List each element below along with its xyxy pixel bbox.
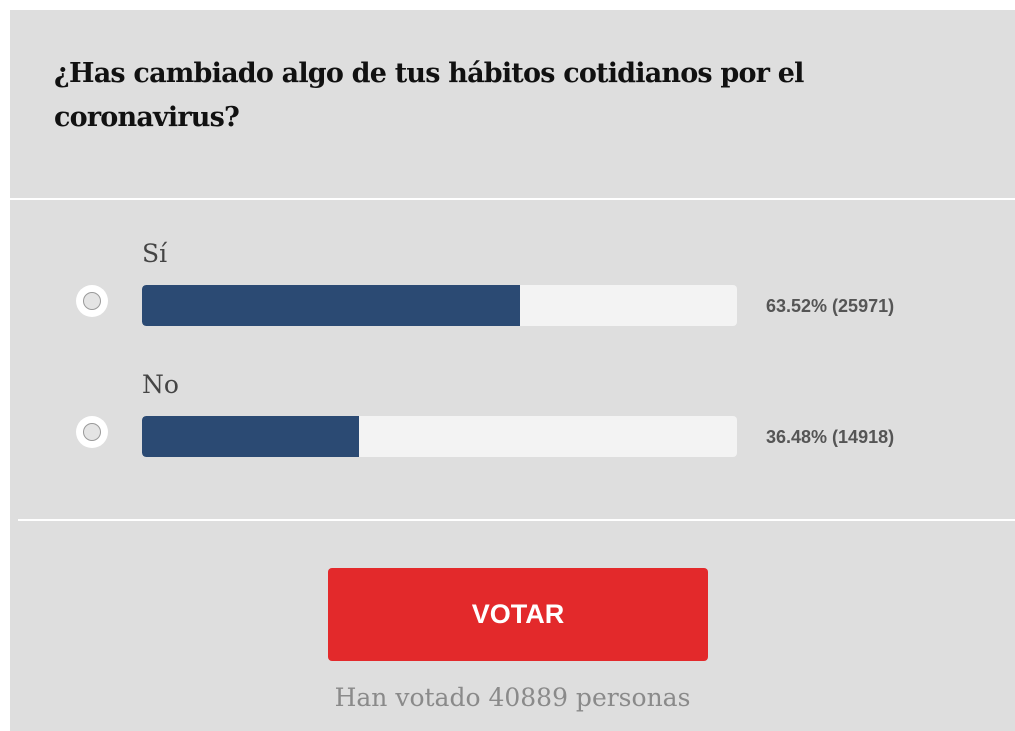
vote-button[interactable]: VOTAR [328,568,708,661]
poll-question: ¿Has cambiado algo de tus hábitos cotidi… [54,58,804,133]
result-percentage: 36.48% (14918) [766,427,895,447]
result-percentage: 63.52% (25971) [766,296,895,316]
poll-widget: ¿Has cambiado algo de tus hábitos cotidi… [10,10,1015,731]
poll-option-label: Sí [142,239,168,268]
poll-divider-bottom [18,519,1015,521]
result-bar-track [142,285,737,326]
poll-option-si[interactable]: Sí 63.52% (25971) [10,238,1015,348]
radio-button-no[interactable] [76,416,108,448]
poll-divider-top [10,198,1015,200]
result-bar-track [142,416,737,457]
result-bar-fill [142,416,360,457]
radio-button-si[interactable] [76,285,108,317]
result-bar-fill [142,285,520,326]
poll-option-no[interactable]: No 36.48% (14918) [10,369,1015,479]
poll-option-label: No [142,370,179,399]
total-votes-text: Han votado 40889 personas [334,683,691,712]
